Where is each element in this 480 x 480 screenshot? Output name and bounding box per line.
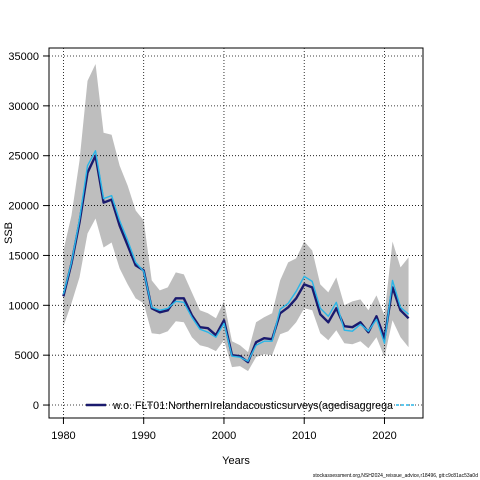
x-tick-label-1980: 1980 — [51, 430, 75, 442]
y-tick-label-25000: 25000 — [8, 151, 39, 163]
y-tick-label-35000: 35000 — [8, 51, 39, 63]
legend: w.o. FLT01:NorthernIrelandacousticsurvey… — [86, 400, 416, 412]
x-axis-title: Years — [222, 455, 250, 467]
y-tick-label-0: 0 — [33, 400, 39, 412]
legend-label: w.o. FLT01:NorthernIrelandacousticsurvey… — [112, 400, 394, 412]
series-line-alt — [62, 150, 410, 362]
x-tick-label-2000: 2000 — [212, 430, 236, 442]
y-tick-label-30000: 30000 — [8, 101, 39, 113]
series-line-main — [62, 154, 410, 364]
x-tick-label-2020: 2020 — [372, 430, 396, 442]
series-layer — [62, 150, 410, 364]
plot-frame — [48, 47, 424, 419]
y-axis-title: SSB — [3, 222, 15, 244]
x-tick-label-2010: 2010 — [292, 430, 316, 442]
y-tick-label-5000: 5000 — [15, 350, 39, 362]
x-tick-label-1990: 1990 — [131, 430, 155, 442]
footnote: stockassessment.org,NSH2024_reissue_advi… — [313, 473, 478, 479]
axis-layer: 1980 1990 2000 2010 2020 0 5000 10000 15000 20000… — [8, 51, 396, 442]
y-tick-label-10000: 10000 — [8, 300, 39, 312]
y-tick-label-15000: 15000 — [8, 250, 39, 262]
y-tick-label-20000: 20000 — [8, 201, 39, 213]
